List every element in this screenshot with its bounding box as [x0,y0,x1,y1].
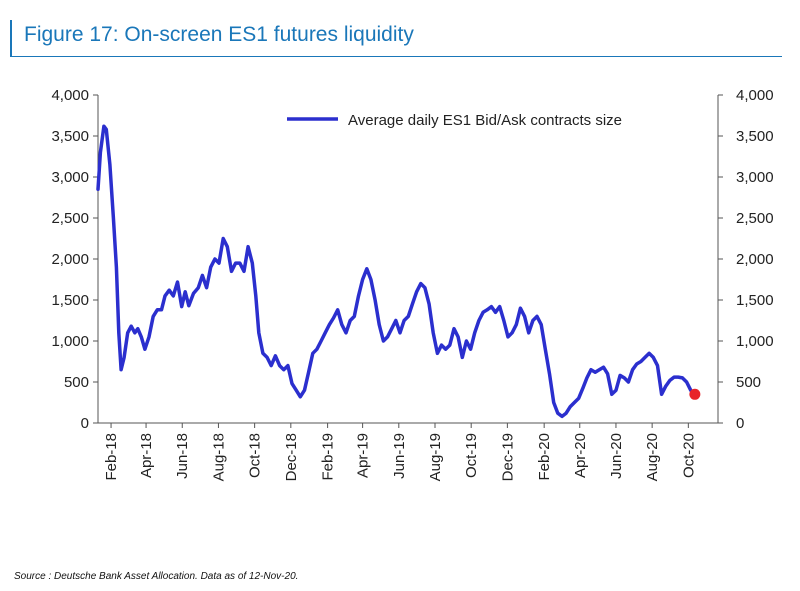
y-tick-label-right: 4,000 [736,87,774,104]
y-tick-label-right: 3,000 [736,169,774,186]
x-tick-label: Apr-19 [355,433,372,478]
x-axis-ticks: Feb-18 Apr-18 Jun-18 Aug-18 Oct-18 Dec-18 Feb-… [103,423,697,481]
figure-title: Figure 17: On-screen ES1 futures liquidi… [24,23,414,46]
x-tick-label: Feb-20 [536,433,553,481]
x-tick-label: Jun-20 [608,433,625,479]
y-tick-label-right: 1,000 [736,333,774,350]
y-axis-right-ticks: 0 500 1,000 1,500 2,000 2,500 3,000 3,500 4,000 [718,87,774,432]
axes [97,95,719,424]
y-tick-label-left: 500 [64,374,89,391]
y-tick-label-left: 3,500 [51,128,89,145]
x-tick-label: Dec-18 [283,433,300,481]
y-axis-left-ticks: 0 500 1,000 1,500 2,000 2,500 3,000 3,500 4,000 [51,87,98,432]
y-tick-label-right: 500 [736,374,761,391]
x-tick-label: Oct-18 [247,433,264,478]
x-tick-label: Jun-19 [391,433,408,479]
series-group [96,124,701,419]
y-tick-label-left: 3,000 [51,169,89,186]
y-tick-label-right: 2,500 [736,210,774,227]
y-tick-label-left: 0 [81,415,89,432]
last-value-marker [689,388,701,400]
y-tick-label-right: 0 [736,415,744,432]
y-tick-label-left: 4,000 [51,87,89,104]
x-tick-label: Dec-19 [499,433,516,481]
x-tick-label: Oct-19 [463,433,480,478]
y-tick-label-right: 3,500 [736,128,774,145]
source-note: Source : Deutsche Bank Asset Allocation.… [14,571,299,582]
x-tick-label: Jun-18 [174,433,191,479]
y-tick-label-left: 2,500 [51,210,89,227]
x-tick-label: Oct-20 [680,433,697,478]
x-tick-label: Aug-18 [210,433,227,481]
x-tick-label: Feb-18 [103,433,120,481]
y-tick-label-right: 2,000 [736,251,774,268]
series-line [96,124,697,419]
x-tick-label: Apr-18 [138,433,155,478]
y-tick-label-left: 1,500 [51,292,89,309]
y-tick-label-left: 2,000 [51,251,89,268]
x-tick-label: Aug-20 [644,433,661,481]
x-tick-label: Apr-20 [572,433,589,478]
y-tick-label-left: 1,000 [51,333,89,350]
y-tick-label-right: 1,500 [736,292,774,309]
x-tick-label: Aug-19 [427,433,444,481]
legend: Average daily ES1 Bid/Ask contracts size [287,112,622,129]
x-tick-label: Feb-19 [320,433,337,481]
legend-label: Average daily ES1 Bid/Ask contracts size [348,112,622,129]
title-bar: Figure 17: On-screen ES1 futures liquidi… [10,20,782,57]
